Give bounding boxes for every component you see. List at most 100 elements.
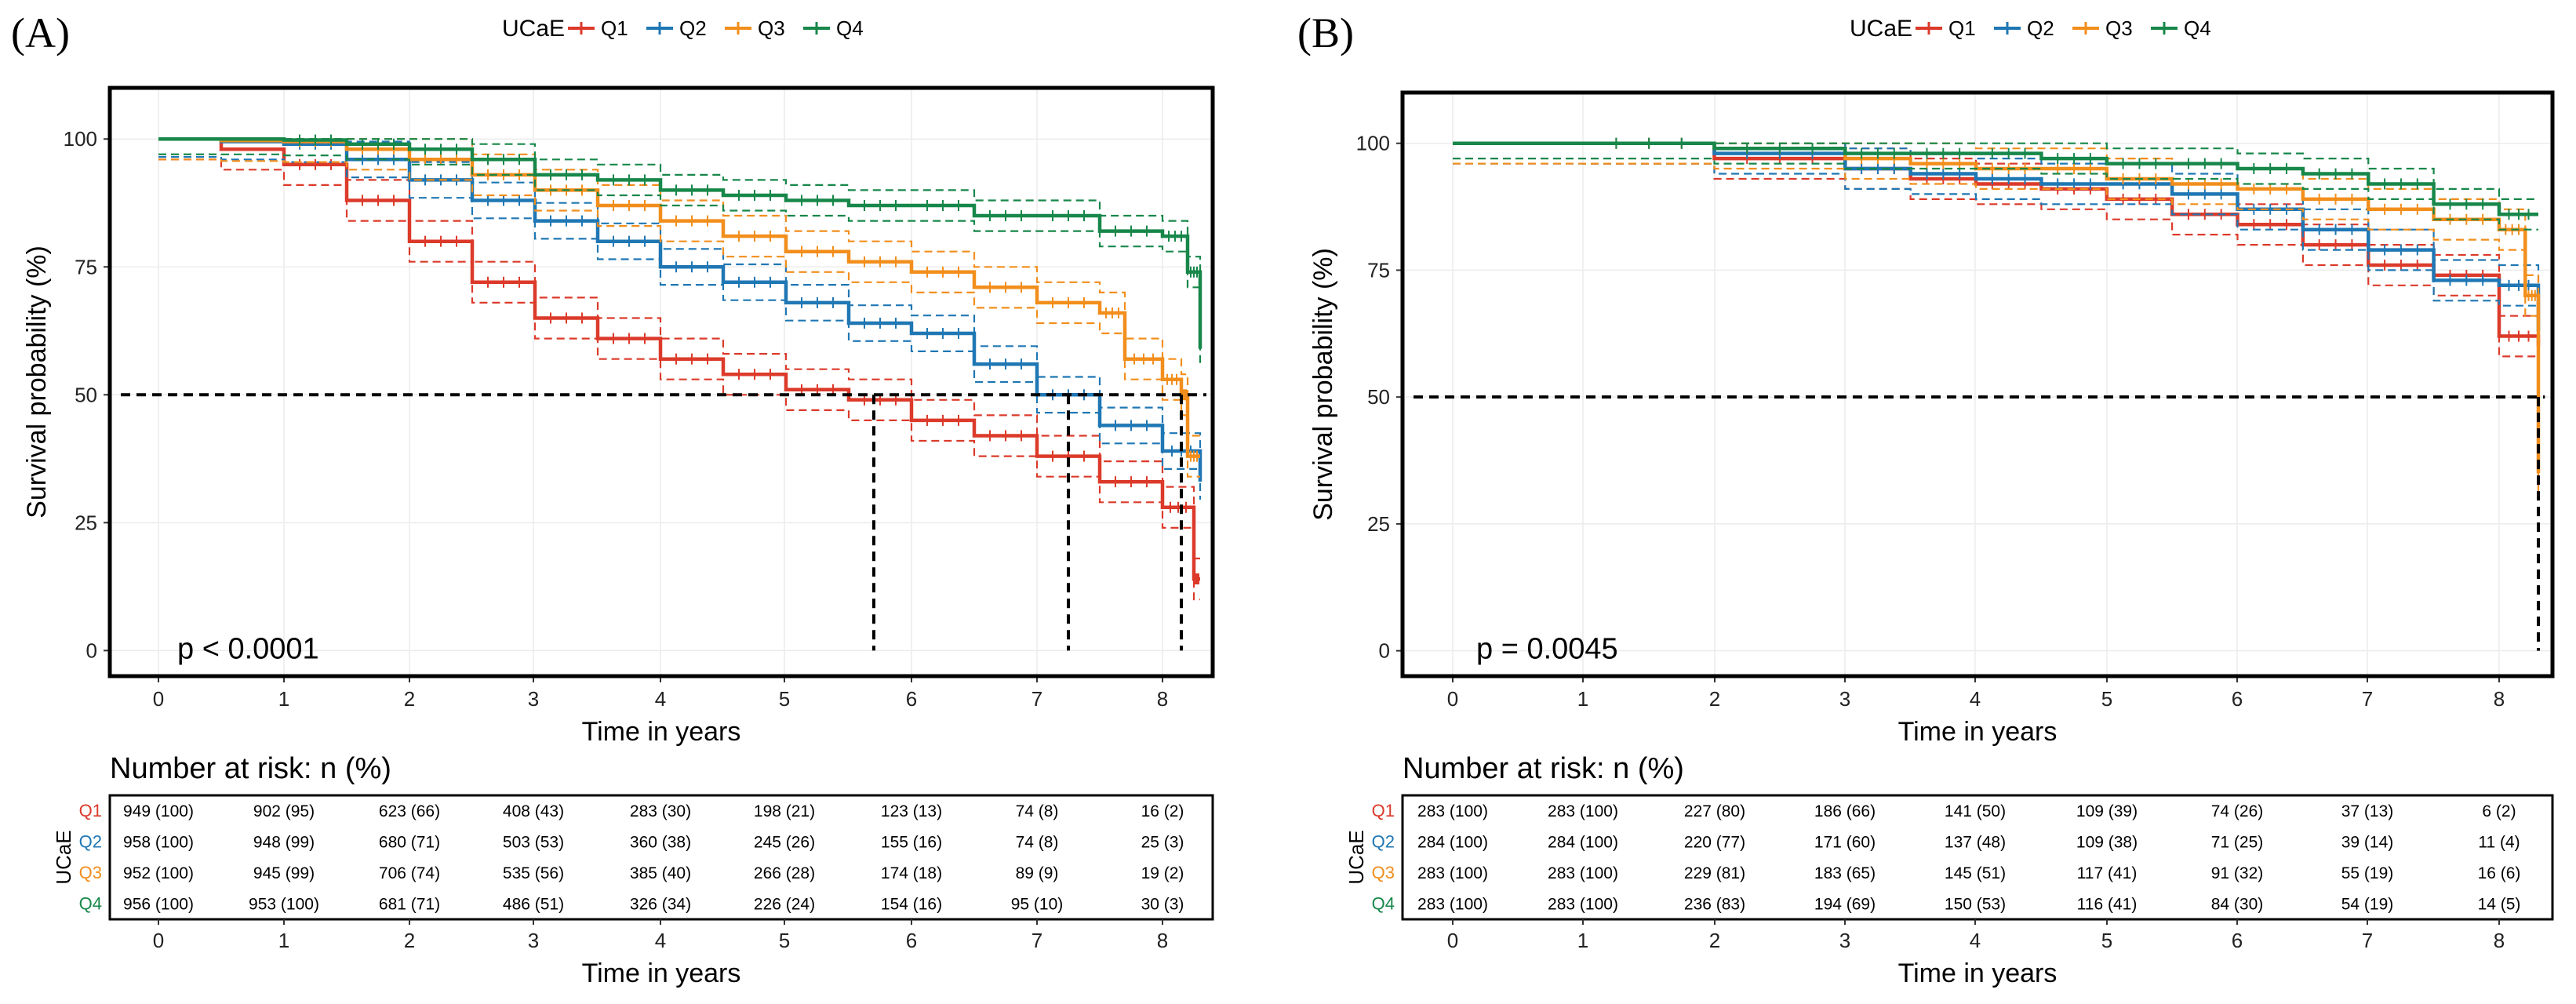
risk-cell: 948 (99) [253, 833, 315, 851]
y-tick-label: 75 [75, 255, 97, 278]
risk-cell: 953 (100) [249, 895, 319, 913]
risk-row-label-Q1: Q1 [79, 801, 102, 820]
gridlines [110, 88, 1213, 676]
risk-cell: 150 (53) [1945, 895, 2006, 913]
risk-cell: 141 (50) [1945, 802, 2006, 820]
x-tick-label: 3 [1839, 687, 1850, 711]
risk-cell: 155 (16) [881, 833, 942, 851]
ci-lower-Q4 [158, 153, 1202, 365]
km-line-Q2 [1453, 141, 2541, 332]
risk-x-tick-label: 4 [1970, 929, 1981, 952]
y-tick-label: 25 [75, 511, 97, 534]
risk-x-tick-label: 1 [1577, 929, 1588, 952]
km-line-Q2 [158, 136, 1202, 482]
legend-title: UCaE [1850, 16, 1912, 42]
risk-cell: 84 (30) [2211, 895, 2264, 913]
x-tick-label: 5 [2101, 687, 2112, 711]
x-tick-label: 1 [1577, 687, 1588, 711]
risk-cell: 283 (100) [1548, 864, 1618, 882]
risk-cell: 109 (38) [2076, 833, 2138, 851]
risk-cell: 902 (95) [253, 802, 315, 820]
km-line-Q3 [158, 136, 1200, 458]
risk-cell: 14 (5) [2478, 895, 2521, 913]
x-tick-label: 6 [906, 687, 917, 711]
risk-x-tick-label: 8 [1157, 929, 1168, 952]
risk-cell: 360 (38) [630, 833, 691, 851]
risk-cell: 952 (100) [123, 864, 194, 882]
risk-cell: 74 (26) [2211, 802, 2264, 820]
risk-table-frame [1401, 794, 2554, 921]
risk-x-tick-label: 1 [278, 929, 289, 952]
ci-upper-Q1 [1453, 142, 2540, 326]
risk-cell: 74 (8) [1016, 802, 1059, 820]
risk-table: Number at risk: n (%) Q1 949 (100) 902 (95)… [52, 752, 1214, 988]
risk-x-tick-label: 6 [2232, 929, 2243, 952]
risk-cell: 30 (3) [1141, 895, 1184, 913]
x-tick-label: 8 [2494, 687, 2505, 711]
risk-cell: 245 (26) [754, 833, 815, 851]
series-Q1 [158, 136, 1200, 601]
risk-cell: 283 (30) [630, 802, 691, 820]
legend-label-Q1: Q1 [1948, 16, 1976, 40]
risk-cell: 283 (100) [1548, 802, 1618, 820]
risk-row-label-Q2: Q2 [79, 831, 102, 851]
x-tick-label: 3 [528, 687, 539, 711]
risk-cell: 123 (13) [881, 802, 942, 820]
risk-cell: 25 (3) [1141, 833, 1184, 851]
risk-x-tick-label: 7 [2362, 929, 2373, 952]
ci-lower-Q2 [1453, 162, 2540, 351]
risk-cell: 266 (28) [754, 864, 815, 882]
risk-cell: 117 (41) [2077, 864, 2138, 882]
risk-cell: 284 (100) [1548, 833, 1618, 851]
ci-upper-Q1 [158, 138, 1200, 560]
risk-cell: 183 (65) [1814, 864, 1876, 882]
km-line-Q4 [158, 136, 1202, 349]
ci-upper-Q3 [158, 138, 1200, 437]
risk-cell: 681 (71) [379, 895, 440, 913]
legend-title: UCaE [502, 16, 565, 42]
risk-cell: 11 (4) [2478, 833, 2520, 851]
risk-cell: 283 (100) [1417, 802, 1488, 820]
km-line-Q1 [158, 136, 1200, 581]
risk-cell: 949 (100) [123, 802, 194, 820]
risk-cell: 284 (100) [1417, 833, 1488, 851]
risk-cell: 154 (16) [881, 895, 942, 913]
risk-x-tick-label: 8 [2494, 929, 2505, 952]
legend: UCaE Q1 Q2 Q3 Q4 [1850, 16, 2211, 42]
series-Q3 [158, 136, 1200, 478]
y-tick-label: 50 [1367, 385, 1390, 409]
y-tick-label: 50 [75, 383, 97, 406]
risk-cell: 194 (69) [1814, 895, 1876, 913]
p-value: p < 0.0001 [177, 632, 319, 665]
risk-cell: 37 (13) [2341, 802, 2394, 820]
risk-row-label-Q3: Q3 [1372, 863, 1395, 882]
x-tick-label: 2 [404, 687, 415, 711]
x-tick-label: 1 [278, 687, 289, 711]
censor-marks-Q2 [1615, 137, 2530, 291]
risk-cell: 956 (100) [123, 895, 194, 913]
risk-row-label-Q3: Q3 [79, 863, 102, 882]
risk-cell: 283 (100) [1548, 895, 1618, 913]
risk-cell: 145 (51) [1945, 864, 2006, 882]
ci-upper-Q2 [1453, 142, 2540, 311]
legend-label-Q3: Q3 [2105, 16, 2133, 40]
x-axis-label: Time in years [582, 717, 741, 747]
ci-upper-Q2 [158, 138, 1202, 464]
risk-cell: 680 (71) [379, 833, 440, 851]
x-tick-label: 2 [1709, 687, 1720, 711]
risk-cell: 198 (21) [754, 802, 815, 820]
y-tick-label: 25 [1367, 512, 1390, 536]
risk-x-tick-label: 2 [1709, 929, 1720, 952]
median-lines [1413, 395, 2545, 651]
risk-cell: 945 (99) [253, 864, 315, 882]
plot-frame [1400, 90, 2555, 678]
panel-label: (A) [11, 9, 70, 56]
risk-x-axis-label: Time in years [1898, 959, 2058, 988]
risk-cell: 19 (2) [1141, 864, 1184, 882]
legend-label-Q4: Q4 [2184, 16, 2211, 40]
risk-x-tick-label: 5 [2101, 929, 2112, 952]
risk-cell: 174 (18) [881, 864, 942, 882]
x-tick-label: 6 [2232, 687, 2243, 711]
